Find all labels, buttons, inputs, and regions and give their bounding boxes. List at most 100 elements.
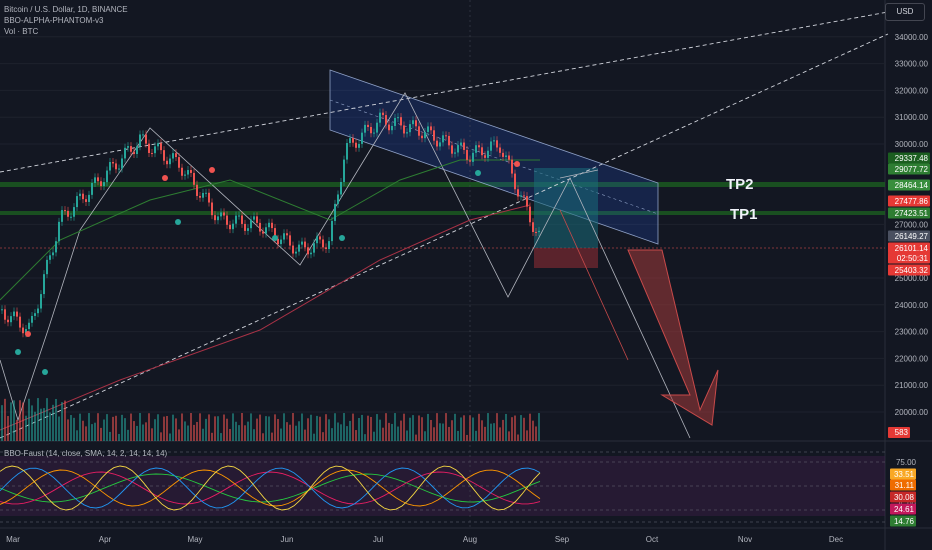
- volume-title[interactable]: Vol · BTC: [4, 27, 39, 36]
- candle-body: [343, 159, 345, 182]
- candle-body: [94, 177, 96, 183]
- candle-body: [1, 309, 3, 311]
- volume-bar: [268, 416, 270, 441]
- volume-bar: [463, 415, 465, 441]
- volume-bar: [235, 421, 237, 441]
- volume-bar: [214, 416, 216, 441]
- tp2-line: [0, 182, 885, 187]
- volume-bar: [421, 417, 423, 441]
- volume-bar: [502, 419, 504, 441]
- volume-bar: [490, 423, 492, 441]
- candle-body: [43, 274, 45, 295]
- volume-bar: [508, 431, 510, 441]
- volume-bar: [121, 414, 123, 441]
- oscillator-series: [0, 473, 541, 503]
- price-tag: [888, 152, 930, 164]
- volume-bar: [316, 415, 318, 441]
- time-tick-label: Apr: [99, 535, 112, 544]
- candle-body: [235, 215, 237, 224]
- signal-dot: [15, 349, 21, 355]
- volume-bar: [418, 415, 420, 441]
- candle-body: [259, 222, 261, 232]
- volume-bar: [301, 413, 303, 441]
- candle-body: [7, 319, 9, 323]
- volume-bar: [496, 413, 498, 441]
- volume-bar: [118, 433, 120, 441]
- price-tick-label: 32000.00: [895, 86, 929, 95]
- volume-bar: [298, 421, 300, 441]
- tp1-label[interactable]: TP1: [730, 206, 758, 223]
- volume-bar: [238, 425, 240, 441]
- candle-body: [253, 216, 255, 220]
- candle-body: [157, 143, 159, 147]
- candle-body: [223, 212, 225, 216]
- candle-body: [256, 216, 258, 223]
- tp2-label[interactable]: TP2: [726, 176, 754, 193]
- volume-bar: [532, 420, 534, 441]
- volume-bar: [364, 434, 366, 441]
- candle-body: [196, 184, 198, 196]
- candle-body: [250, 219, 252, 229]
- oscillator-title[interactable]: BBO-Faust (14, close, SMA, 14, 2, 14, 14…: [4, 449, 168, 458]
- volume-bar: [280, 428, 282, 441]
- candle-body: [121, 158, 123, 169]
- indicator-title[interactable]: BBO-ALPHA-PHANTOM-v3: [4, 16, 104, 25]
- candle-body: [424, 131, 426, 139]
- volume-bar: [205, 418, 207, 441]
- bearish-projection-arrow: [627, 249, 719, 426]
- price-tick-label: 23000.00: [895, 328, 929, 337]
- candle-body: [442, 135, 444, 143]
- candle-body: [316, 236, 318, 244]
- signal-dot: [272, 235, 278, 241]
- candle-body: [280, 239, 282, 245]
- volume-bar: [1, 405, 3, 441]
- candle-body: [175, 153, 177, 158]
- candle-body: [244, 223, 246, 231]
- candle-body: [67, 210, 69, 217]
- volume-bar: [64, 400, 66, 441]
- volume-bar: [106, 414, 108, 441]
- candle-body: [364, 124, 366, 133]
- volume-bar: [355, 430, 357, 441]
- candle-body: [481, 147, 483, 156]
- price-tick-label: 25000.00: [895, 274, 929, 283]
- projection-line: [559, 209, 629, 361]
- candle-body: [421, 135, 423, 139]
- price-tag-label: 25403.32: [895, 266, 929, 275]
- pattern-leg: [559, 169, 599, 179]
- volume-bar: [424, 431, 426, 441]
- candle-body: [394, 118, 396, 126]
- volume-bar: [85, 426, 87, 441]
- candle-body: [52, 252, 54, 256]
- volume-bar: [520, 415, 522, 441]
- candle-body: [208, 192, 210, 203]
- candle-body: [499, 147, 501, 153]
- volume-bar: [379, 419, 381, 441]
- volume-bar: [457, 430, 459, 441]
- symbol-title[interactable]: Bitcoin / U.S. Dollar, 1D, BINANCE: [4, 5, 128, 14]
- volume-bar: [157, 414, 159, 441]
- volume-bar: [10, 402, 12, 441]
- candle-body: [460, 142, 462, 146]
- currency-button[interactable]: USD: [885, 3, 925, 21]
- volume-bar: [40, 408, 42, 441]
- candle-body: [457, 145, 459, 153]
- volume-bar: [139, 413, 141, 441]
- candle-body: [46, 259, 48, 275]
- candle-body: [505, 155, 507, 157]
- volume-bar: [253, 429, 255, 441]
- candle-body: [358, 143, 360, 148]
- candle-body: [184, 174, 186, 176]
- volume-bar: [370, 416, 372, 441]
- candle-body: [229, 224, 231, 230]
- volume-bar: [436, 413, 438, 441]
- volume-bar: [172, 414, 174, 441]
- candle-body: [133, 151, 135, 154]
- price-tag-label: 28464.14: [895, 181, 929, 190]
- volume-bar: [196, 421, 198, 441]
- candle-body: [295, 251, 297, 254]
- volume-bar: [166, 416, 168, 441]
- wave-pattern: [0, 92, 691, 439]
